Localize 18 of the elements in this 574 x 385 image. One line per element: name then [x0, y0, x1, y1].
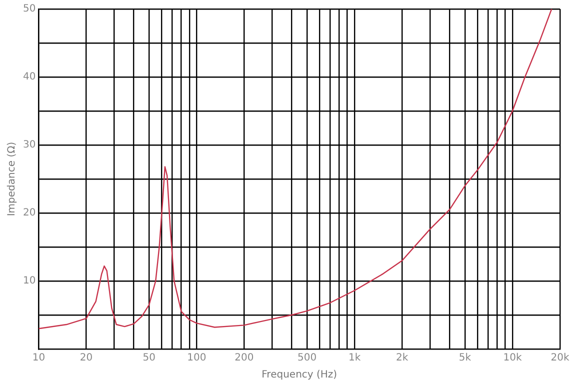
x-tick-label: 2k [396, 352, 408, 364]
y-tick-label: 30 [22, 140, 36, 151]
y-axis-title: Impedance (Ω) [6, 142, 18, 216]
x-tick-label: 5k [458, 352, 472, 364]
x-tick-label: 200 [234, 352, 254, 364]
x-tick-label: 500 [297, 352, 317, 364]
x-tick-label: 20k [550, 352, 570, 364]
x-tick-label: 1k [348, 352, 361, 364]
x-tick-label: 10 [32, 352, 46, 364]
x-tick-label: 100 [187, 352, 206, 364]
y-tick-label: 40 [22, 72, 36, 83]
x-tick-label: 10k [503, 352, 522, 364]
x-axis-title: Frequency (Hz) [262, 370, 338, 381]
y-tick-label: 10 [22, 276, 36, 287]
x-tick-label: 20 [80, 352, 93, 364]
y-tick-label: 50 [22, 4, 36, 15]
x-tick-label: 50 [142, 352, 156, 364]
y-tick-label: 20 [22, 208, 36, 219]
